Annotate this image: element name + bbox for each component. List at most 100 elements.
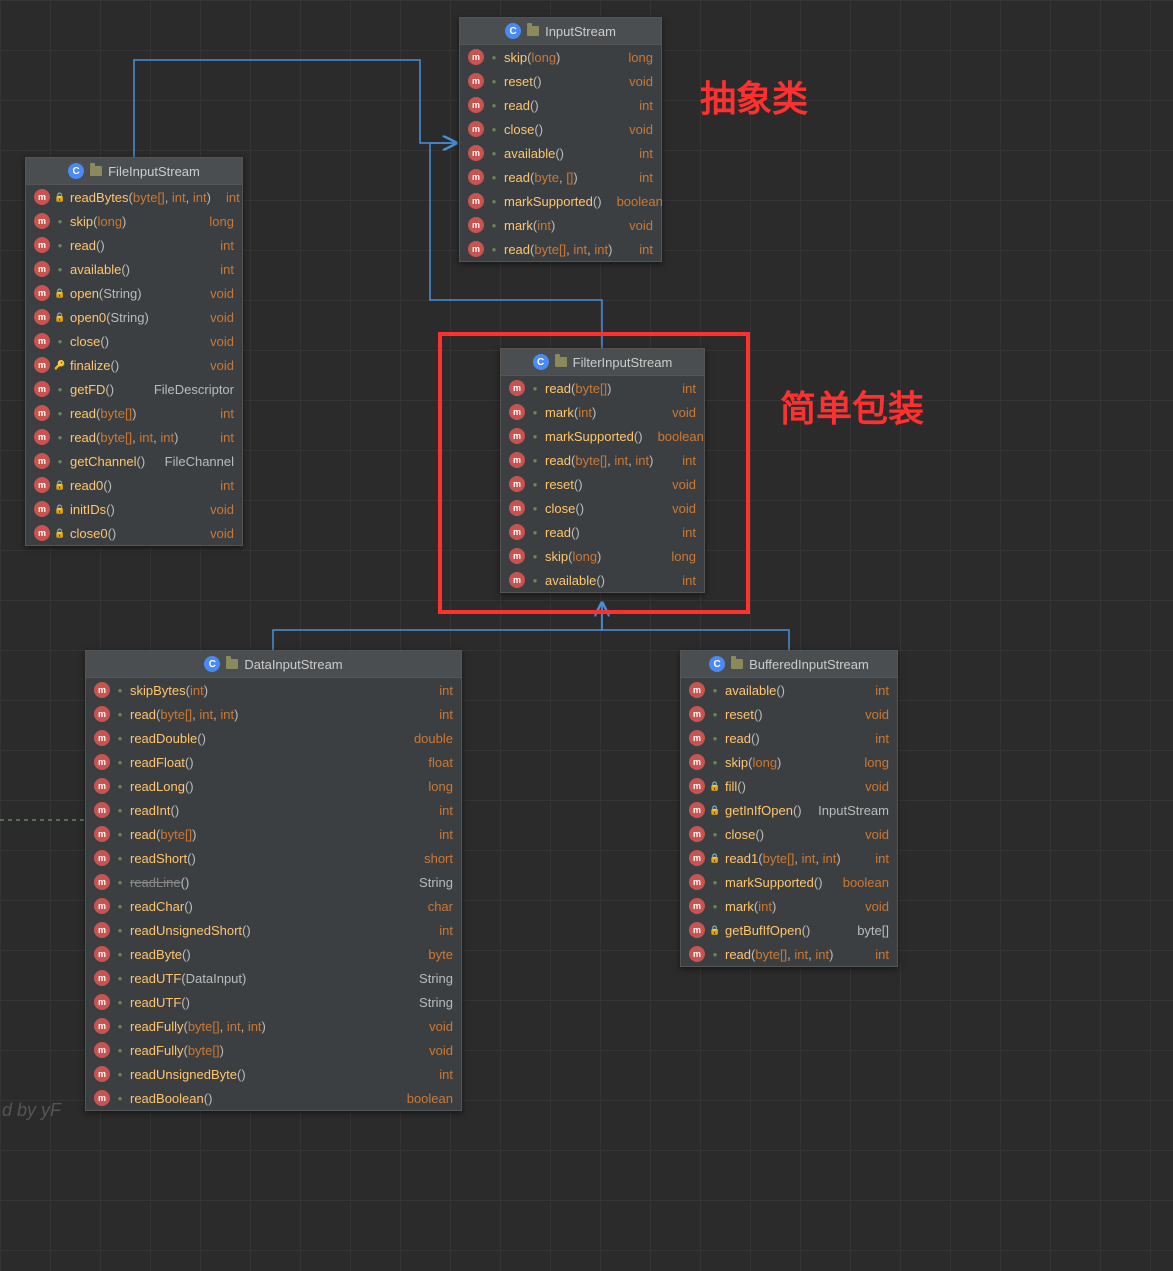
method-row[interactable]: m●markSupported()boolean xyxy=(460,189,661,213)
method-row[interactable]: m●read()int xyxy=(26,233,242,257)
method-icon: m xyxy=(94,730,110,746)
method-icon: m xyxy=(34,525,50,541)
method-row[interactable]: m🔒open0(String)void xyxy=(26,305,242,329)
method-row[interactable]: m●skip(long)long xyxy=(26,209,242,233)
method-row[interactable]: m🔒open(String)void xyxy=(26,281,242,305)
method-icon: m xyxy=(509,524,525,540)
method-row[interactable]: m●readInt()int xyxy=(86,798,461,822)
return-type: int xyxy=(672,453,696,468)
method-row[interactable]: m🔒fill()void xyxy=(681,774,897,798)
method-row[interactable]: m●reset()void xyxy=(460,69,661,93)
method-row[interactable]: m●mark(int)void xyxy=(460,213,661,237)
method-row[interactable]: m●read(byte, [])int xyxy=(460,165,661,189)
return-type: boolean xyxy=(397,1091,453,1106)
method-row[interactable]: m●close()void xyxy=(501,496,704,520)
method-row[interactable]: m●read(byte[], int, int)int xyxy=(86,702,461,726)
method-row[interactable]: m●readUTF(DataInput)String xyxy=(86,966,461,990)
method-row[interactable]: m🔒readBytes(byte[], int, int)int xyxy=(26,185,242,209)
method-row[interactable]: m●readUnsignedShort()int xyxy=(86,918,461,942)
method-row[interactable]: m●read()int xyxy=(501,520,704,544)
method-row[interactable]: m●skip(long)long xyxy=(681,750,897,774)
visibility-icon: ● xyxy=(55,432,65,442)
method-row[interactable]: m●read(byte[], int, int)int xyxy=(501,448,704,472)
method-row[interactable]: m●getFD()FileDescriptor xyxy=(26,377,242,401)
method-row[interactable]: m●readDouble()double xyxy=(86,726,461,750)
method-row[interactable]: m●markSupported()boolean xyxy=(501,424,704,448)
method-icon: m xyxy=(34,477,50,493)
visibility-icon: 🔒 xyxy=(710,781,720,791)
method-row[interactable]: m●available()int xyxy=(26,257,242,281)
method-row[interactable]: m🔒read0()int xyxy=(26,473,242,497)
class-header[interactable]: CBufferedInputStream xyxy=(681,651,897,678)
method-icon: m xyxy=(94,802,110,818)
visibility-icon: 🔒 xyxy=(55,312,65,322)
method-row[interactable]: m🔒getBufIfOpen()byte[] xyxy=(681,918,897,942)
class-header[interactable]: CInputStream xyxy=(460,18,661,45)
method-icon: m xyxy=(94,1066,110,1082)
method-row[interactable]: m●readLine()String xyxy=(86,870,461,894)
method-row[interactable]: m●skip(long)long xyxy=(460,45,661,69)
visibility-icon: ● xyxy=(55,240,65,250)
method-row[interactable]: m●available()int xyxy=(681,678,897,702)
class-BufferedInputStream[interactable]: CBufferedInputStreamm●available()intm●re… xyxy=(680,650,898,967)
method-row[interactable]: m●available()int xyxy=(501,568,704,592)
method-row[interactable]: m●mark(int)void xyxy=(501,400,704,424)
method-row[interactable]: m●readShort()short xyxy=(86,846,461,870)
method-row[interactable]: m●read(byte[], int, int)int xyxy=(26,425,242,449)
class-header[interactable]: CFilterInputStream xyxy=(501,349,704,376)
class-InputStream[interactable]: CInputStreamm●skip(long)longm●reset()voi… xyxy=(459,17,662,262)
visibility-icon: ● xyxy=(55,384,65,394)
return-type: int xyxy=(865,731,889,746)
method-icon: m xyxy=(509,452,525,468)
method-row[interactable]: m🔒read1(byte[], int, int)int xyxy=(681,846,897,870)
method-signature: available() xyxy=(70,262,205,277)
method-icon: m xyxy=(94,1090,110,1106)
method-row[interactable]: m●read(byte[], int, int)int xyxy=(460,237,661,261)
class-header[interactable]: CFileInputStream xyxy=(26,158,242,185)
visibility-icon: 🔒 xyxy=(710,853,720,863)
method-icon: m xyxy=(94,826,110,842)
method-row[interactable]: m●readBoolean()boolean xyxy=(86,1086,461,1110)
method-row[interactable]: m●close()void xyxy=(26,329,242,353)
method-row[interactable]: m●readFully(byte[])void xyxy=(86,1038,461,1062)
method-row[interactable]: m●readByte()byte xyxy=(86,942,461,966)
method-row[interactable]: m●readLong()long xyxy=(86,774,461,798)
method-row[interactable]: m●read()int xyxy=(681,726,897,750)
class-header[interactable]: CDataInputStream xyxy=(86,651,461,678)
method-row[interactable]: m●read()int xyxy=(460,93,661,117)
method-row[interactable]: m●readFully(byte[], int, int)void xyxy=(86,1014,461,1038)
method-signature: reset() xyxy=(725,707,850,722)
method-row[interactable]: m●read(byte[])int xyxy=(26,401,242,425)
return-type: void xyxy=(662,477,696,492)
method-row[interactable]: m●read(byte[])int xyxy=(86,822,461,846)
method-icon: m xyxy=(34,333,50,349)
return-type: void xyxy=(855,899,889,914)
class-FileInputStream[interactable]: CFileInputStreamm🔒readBytes(byte[], int,… xyxy=(25,157,243,546)
method-row[interactable]: m●markSupported()boolean xyxy=(681,870,897,894)
class-DataInputStream[interactable]: CDataInputStreamm●skipBytes(int)intm●rea… xyxy=(85,650,462,1111)
method-row[interactable]: m●readChar()char xyxy=(86,894,461,918)
method-icon: m xyxy=(468,169,484,185)
method-row[interactable]: m●getChannel()FileChannel xyxy=(26,449,242,473)
method-row[interactable]: m🔒initIDs()void xyxy=(26,497,242,521)
class-FilterInputStream[interactable]: CFilterInputStreamm●read(byte[])intm●mar… xyxy=(500,348,705,593)
method-row[interactable]: m●reset()void xyxy=(501,472,704,496)
visibility-icon: 🔒 xyxy=(710,925,720,935)
visibility-icon: 🔑 xyxy=(55,360,65,370)
method-row[interactable]: m●readFloat()float xyxy=(86,750,461,774)
method-row[interactable]: m●readUnsignedByte()int xyxy=(86,1062,461,1086)
method-row[interactable]: m●close()void xyxy=(681,822,897,846)
method-row[interactable]: m●readUTF()String xyxy=(86,990,461,1014)
method-icon: m xyxy=(34,309,50,325)
method-row[interactable]: m●available()int xyxy=(460,141,661,165)
method-row[interactable]: m🔑finalize()void xyxy=(26,353,242,377)
method-row[interactable]: m🔒getInIfOpen()InputStream xyxy=(681,798,897,822)
method-row[interactable]: m●reset()void xyxy=(681,702,897,726)
method-row[interactable]: m●skip(long)long xyxy=(501,544,704,568)
method-row[interactable]: m🔒close0()void xyxy=(26,521,242,545)
method-row[interactable]: m●mark(int)void xyxy=(681,894,897,918)
method-row[interactable]: m●read(byte[])int xyxy=(501,376,704,400)
method-row[interactable]: m●read(byte[], int, int)int xyxy=(681,942,897,966)
method-row[interactable]: m●skipBytes(int)int xyxy=(86,678,461,702)
method-row[interactable]: m●close()void xyxy=(460,117,661,141)
